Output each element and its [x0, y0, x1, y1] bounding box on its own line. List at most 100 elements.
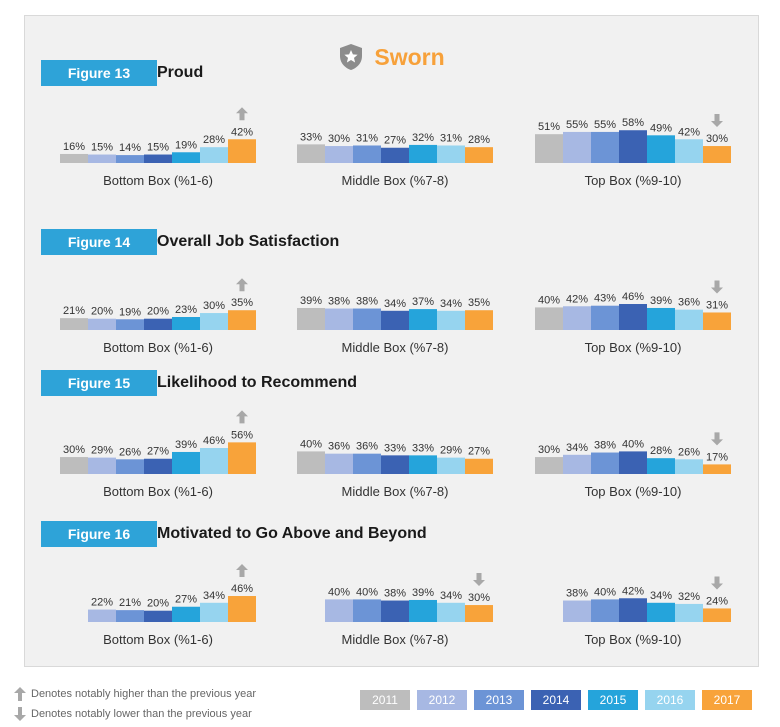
figure-14-title: Overall Job Satisfaction	[157, 233, 340, 250]
data-label-14-middle-box-7-8-2017: 35%	[468, 297, 490, 309]
arrow-down-icon	[711, 432, 723, 446]
arrow-down-icon	[14, 707, 26, 721]
data-label-16-bottom-box-1-6-2012: 22%	[91, 597, 113, 609]
bar-14-bottom-box-1-6-2015	[172, 317, 200, 330]
category-label-15-middle-box-7-8: Middle Box (%7-8)	[342, 484, 449, 499]
arrow-up-icon	[14, 687, 26, 701]
bar-14-middle-box-7-8-2011	[297, 307, 325, 330]
section-header: Sworn	[25, 42, 758, 72]
bar-14-middle-box-7-8-2015	[409, 309, 437, 330]
arrow-up-icon	[236, 278, 248, 292]
data-label-13-top-box-9-10-2012: 55%	[566, 119, 588, 131]
data-label-15-bottom-box-1-6-2013: 26%	[119, 446, 141, 458]
data-label-13-bottom-box-1-6-2016: 28%	[203, 134, 225, 146]
data-label-15-middle-box-7-8-2015: 33%	[412, 442, 434, 454]
bar-13-top-box-9-10-2014	[619, 130, 647, 163]
bar-13-middle-box-7-8-2014	[381, 147, 409, 163]
data-label-13-top-box-9-10-2016: 42%	[678, 126, 700, 138]
bar-13-middle-box-7-8-2016	[437, 145, 465, 163]
bar-13-top-box-9-10-2015	[647, 135, 675, 163]
bar-13-bottom-box-1-6-2014	[144, 154, 172, 163]
data-label-15-middle-box-7-8-2012: 36%	[328, 441, 350, 453]
category-label-14-bottom-box-1-6: Bottom Box (%1-6)	[103, 340, 213, 355]
bar-16-top-box-9-10-2017	[703, 608, 731, 622]
data-label-13-middle-box-7-8-2012: 30%	[328, 133, 350, 145]
bar-16-middle-box-7-8-2012	[325, 599, 353, 622]
category-label-13-bottom-box-1-6: Bottom Box (%1-6)	[103, 173, 213, 188]
bar-14-middle-box-7-8-2014	[381, 310, 409, 330]
data-label-14-middle-box-7-8-2013: 38%	[356, 296, 378, 308]
data-label-16-top-box-9-10-2015: 34%	[650, 590, 672, 602]
figure-13-chart: 16% 15% 14% 15% 19% 28% 42% Bottom Box (%1-6) 33…	[60, 107, 731, 188]
data-label-14-bottom-box-1-6-2014: 20%	[147, 306, 169, 318]
data-label-15-bottom-box-1-6-2014: 27%	[147, 446, 169, 458]
data-label-13-bottom-box-1-6-2012: 15%	[91, 142, 113, 154]
higher-note-text: Denotes notably higher than the previous…	[31, 688, 257, 700]
bar-15-top-box-9-10-2012	[563, 454, 591, 474]
data-label-15-top-box-9-10-2015: 28%	[650, 445, 672, 457]
figure-15-label: Figure 15	[41, 370, 157, 396]
data-label-14-bottom-box-1-6-2015: 23%	[175, 304, 197, 316]
bar-14-bottom-box-1-6-2017	[228, 310, 256, 330]
arrow-down-icon	[711, 280, 723, 294]
arrow-down-icon	[711, 114, 723, 128]
bar-15-middle-box-7-8-2015	[409, 455, 437, 474]
bar-14-bottom-box-1-6-2012	[88, 318, 116, 330]
data-label-14-top-box-9-10-2011: 40%	[538, 294, 560, 306]
data-label-16-top-box-9-10-2017: 24%	[706, 595, 728, 607]
bar-13-bottom-box-1-6-2013	[116, 155, 144, 163]
category-label-15-bottom-box-1-6: Bottom Box (%1-6)	[103, 484, 213, 499]
bar-13-middle-box-7-8-2013	[353, 145, 381, 163]
bar-16-bottom-box-1-6-2015	[172, 606, 200, 622]
arrow-up-icon	[236, 410, 248, 424]
data-label-13-middle-box-7-8-2013: 31%	[356, 132, 378, 144]
data-label-14-top-box-9-10-2012: 42%	[566, 293, 588, 305]
bar-15-top-box-9-10-2017	[703, 464, 731, 474]
data-label-14-middle-box-7-8-2012: 38%	[328, 296, 350, 308]
bar-13-bottom-box-1-6-2015	[172, 152, 200, 163]
data-label-15-top-box-9-10-2013: 38%	[594, 440, 616, 452]
bar-15-top-box-9-10-2015	[647, 458, 675, 474]
bar-14-top-box-9-10-2017	[703, 312, 731, 330]
data-label-14-middle-box-7-8-2015: 37%	[412, 296, 434, 308]
data-label-14-middle-box-7-8-2016: 34%	[440, 298, 462, 310]
data-label-13-bottom-box-1-6-2017: 42%	[231, 126, 253, 138]
data-label-16-middle-box-7-8-2013: 40%	[356, 586, 378, 598]
bar-15-bottom-box-1-6-2012	[88, 457, 116, 474]
legend-2013: 2013	[474, 690, 524, 710]
category-label-13-top-box-9-10: Top Box (%9-10)	[585, 173, 682, 188]
category-label-16-bottom-box-1-6: Bottom Box (%1-6)	[103, 632, 213, 647]
data-label-13-bottom-box-1-6-2013: 14%	[119, 142, 141, 154]
bar-16-top-box-9-10-2013	[591, 599, 619, 622]
category-label-16-top-box-9-10: Top Box (%9-10)	[585, 632, 682, 647]
bar-15-bottom-box-1-6-2017	[228, 442, 256, 474]
data-label-15-middle-box-7-8-2017: 27%	[468, 446, 490, 458]
data-label-13-middle-box-7-8-2015: 32%	[412, 132, 434, 144]
bar-14-bottom-box-1-6-2014	[144, 318, 172, 330]
bar-13-bottom-box-1-6-2016	[200, 147, 228, 163]
data-label-15-top-box-9-10-2016: 26%	[678, 446, 700, 458]
data-label-16-bottom-box-1-6-2015: 27%	[175, 594, 197, 606]
bar-16-top-box-9-10-2012	[563, 600, 591, 622]
data-label-14-bottom-box-1-6-2013: 19%	[119, 306, 141, 318]
bar-16-middle-box-7-8-2014	[381, 600, 409, 622]
bar-14-bottom-box-1-6-2013	[116, 319, 144, 330]
legend-2011: 2011	[360, 690, 410, 710]
data-label-13-middle-box-7-8-2014: 27%	[384, 135, 406, 147]
bar-16-middle-box-7-8-2016	[437, 602, 465, 622]
data-label-16-top-box-9-10-2012: 38%	[566, 588, 588, 600]
bar-14-top-box-9-10-2012	[563, 306, 591, 330]
data-label-15-middle-box-7-8-2016: 29%	[440, 445, 462, 457]
bar-15-top-box-9-10-2013	[591, 452, 619, 474]
data-label-13-top-box-9-10-2014: 58%	[622, 117, 644, 129]
legend-2012: 2012	[417, 690, 467, 710]
bar-13-middle-box-7-8-2015	[409, 144, 437, 163]
bar-14-top-box-9-10-2016	[675, 309, 703, 330]
bar-15-top-box-9-10-2016	[675, 459, 703, 474]
data-label-13-bottom-box-1-6-2014: 15%	[147, 142, 169, 154]
bar-16-middle-box-7-8-2017	[465, 605, 493, 622]
category-label-14-top-box-9-10: Top Box (%9-10)	[585, 340, 682, 355]
figure-15-chart: 30% 29% 26% 27% 39% 46% 56% Bottom Box (%1-6) 40…	[60, 410, 731, 499]
data-label-15-middle-box-7-8-2011: 40%	[300, 438, 322, 450]
bar-14-middle-box-7-8-2016	[437, 310, 465, 330]
